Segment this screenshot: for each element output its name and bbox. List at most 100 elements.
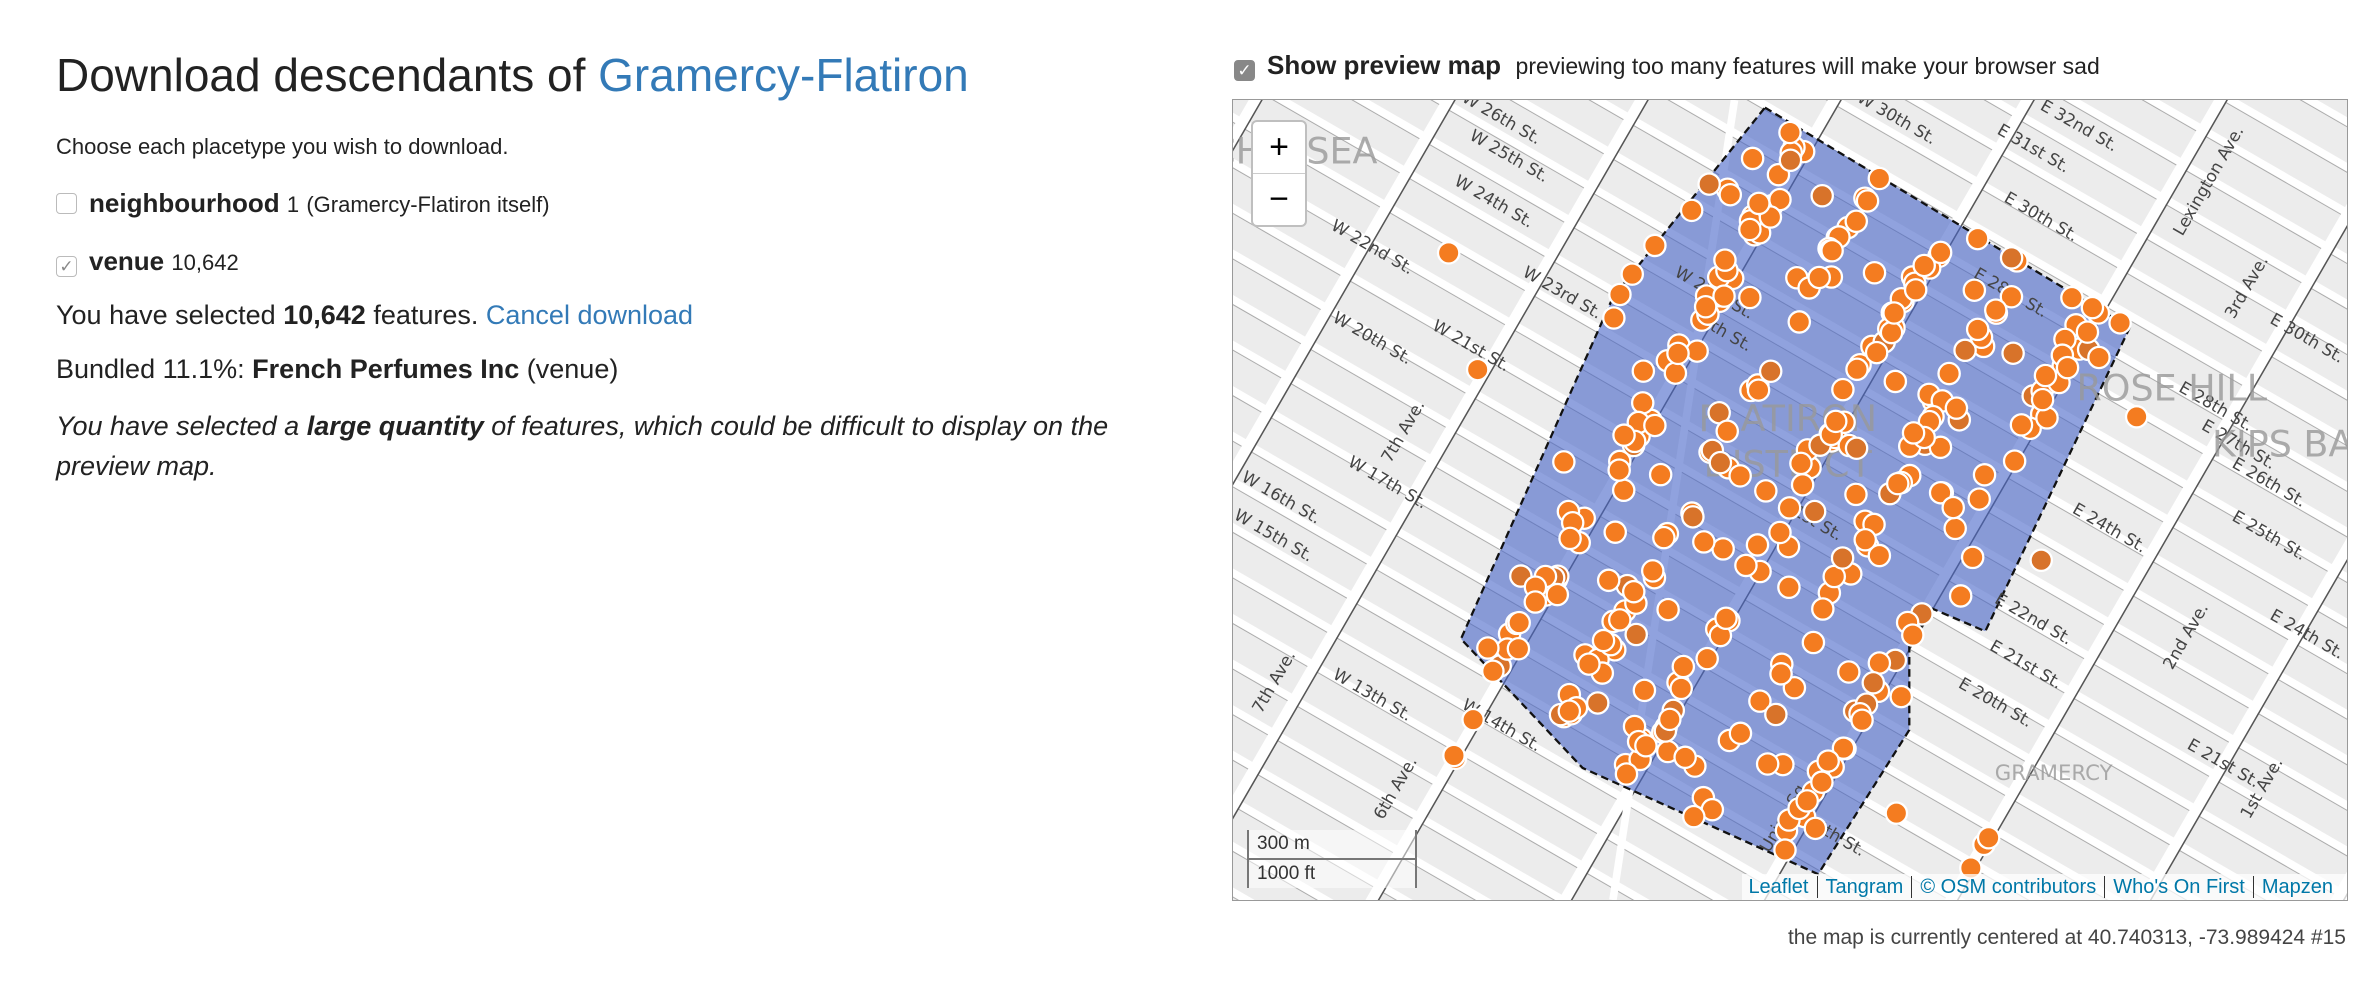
street-edge <box>1233 285 2347 900</box>
venue-dot <box>1773 838 1797 862</box>
venue-dot <box>1879 320 1904 345</box>
checkbox[interactable]: ✓ <box>1234 60 1255 81</box>
scale-bar: 300 m 1000 ft <box>1247 830 1417 888</box>
checkbox[interactable]: ✓ <box>56 256 77 277</box>
attribution-link[interactable]: Who's On First <box>2104 876 2253 898</box>
venue-dot <box>2080 295 2105 320</box>
street-edge <box>1233 100 2347 818</box>
venue-dot <box>1728 721 1753 746</box>
page-title: Download descendants of Gramercy-Flatiro… <box>56 48 969 102</box>
venue-dot <box>1795 789 1819 813</box>
avenue <box>1233 100 2090 900</box>
placetype-row: neighbourhood 1 (Gramercy-Flatiron itsel… <box>56 188 550 219</box>
text: Bundled 11.1%: <box>56 354 245 384</box>
venue-dot <box>1754 479 1778 503</box>
venue-dot <box>1811 597 1835 621</box>
venue-dot <box>1778 120 1802 145</box>
venue-dot <box>1681 505 1705 529</box>
venue-dot <box>1679 198 1704 223</box>
venue-dot <box>1803 816 1828 841</box>
scale-metric: 300 m <box>1247 830 1417 860</box>
venue-dot <box>1861 671 1886 695</box>
placetype-name: venue <box>89 246 165 276</box>
venue-dot <box>1831 377 1855 402</box>
venue-dot <box>1465 357 1490 382</box>
venue-dot <box>1837 660 1861 684</box>
scale-imperial: 1000 ft <box>1247 858 1417 888</box>
venue-dot <box>1738 285 1762 310</box>
venue-dot <box>1787 310 1812 334</box>
venue-dot <box>2009 413 2034 437</box>
area-label: GRAMERCY <box>1995 761 2114 786</box>
venue-dot <box>1999 246 2024 270</box>
street <box>1233 100 2347 714</box>
venue-dot <box>1882 301 1906 325</box>
venue-dot <box>1850 708 1874 733</box>
venue-dot <box>1476 636 1500 660</box>
venue-dot <box>1612 423 1636 447</box>
title-link[interactable]: Gramercy-Flatiron <box>598 49 969 101</box>
attribution-link[interactable]: Leaflet <box>1748 876 1809 898</box>
venue-dot <box>1941 495 1966 520</box>
venue-dot <box>1695 646 1719 671</box>
text: of features, which could be difficult to… <box>56 411 1109 481</box>
venue-dot <box>1885 471 1910 496</box>
venue-dot <box>1764 702 1788 727</box>
placetype-name: neighbourhood <box>89 188 280 218</box>
street-edge <box>1233 217 2347 900</box>
venue-dot <box>1965 226 1990 251</box>
venue-dot <box>1708 450 1733 475</box>
venue-dot <box>1962 278 1987 302</box>
venue-dot <box>1634 734 1658 758</box>
bundled: Bundled 11.1%: French Perfumes Inc (venu… <box>56 354 618 385</box>
venue-dot <box>1816 749 1840 773</box>
venue-dot <box>1630 391 1655 415</box>
venue-dot <box>1984 298 2008 322</box>
checkbox[interactable] <box>56 193 77 214</box>
venue-dot <box>1728 464 1752 488</box>
zoom-control: + − <box>1251 120 1307 227</box>
toggle-hint: previewing too many features will make y… <box>1515 53 2100 79</box>
venue-dot <box>1602 306 1626 330</box>
attribution-link[interactable]: © OSM contributors <box>1911 876 2104 898</box>
venue-dot <box>1663 361 1688 385</box>
venue-dot <box>1738 217 1762 242</box>
cancel-link[interactable]: Cancel download <box>485 300 694 330</box>
text: features. <box>373 300 479 330</box>
venue-dot <box>1807 265 1831 290</box>
venue-dot <box>1718 182 1743 207</box>
venue-dot <box>1845 357 1869 382</box>
venue-dot <box>1557 699 1582 723</box>
venue-dot <box>1608 282 1632 307</box>
venue-dot <box>1967 487 1991 511</box>
venue-dot <box>2030 387 2055 412</box>
attribution-link[interactable]: Mapzen <box>2252 876 2341 898</box>
venue-dot <box>1844 482 1868 507</box>
placetype-note: (Gramercy-Flatiron itself) <box>306 192 550 217</box>
map[interactable]: W 26th St. W 25th St. W 24th St. W 22nd St.… <box>1232 99 2348 901</box>
venue-dot <box>1755 752 1780 776</box>
venue-dot <box>1545 582 1570 607</box>
placetype-count: 1 <box>286 192 300 217</box>
venue-dot <box>2002 449 2027 473</box>
venue-dot <box>1823 409 1848 434</box>
warning: You have selected a large quantity of fe… <box>56 406 1176 486</box>
venue-dot <box>1591 628 1616 653</box>
venue-dot <box>1673 745 1697 770</box>
venue-dot <box>1692 530 1716 554</box>
venue-dot <box>2060 285 2084 310</box>
avenue-edge <box>1528 100 2347 900</box>
venue-dot <box>1713 248 1737 272</box>
attribution-link[interactable]: Tangram <box>1816 876 1912 898</box>
map-center: the map is currently centered at 40.7403… <box>1787 926 2346 949</box>
attribution: Leaflet Tangram © OSM contributors Who's On… <box>1742 874 2347 900</box>
venue-dot <box>1685 339 1709 363</box>
zoom-out[interactable]: − <box>1253 173 1305 225</box>
venue-dot <box>1734 553 1758 578</box>
street-edge <box>1233 100 2347 852</box>
venue-dot <box>1777 496 1802 520</box>
venue-dot <box>1640 559 1665 583</box>
venue-dot <box>1778 148 1803 173</box>
zoom-in[interactable]: + <box>1269 128 1289 166</box>
